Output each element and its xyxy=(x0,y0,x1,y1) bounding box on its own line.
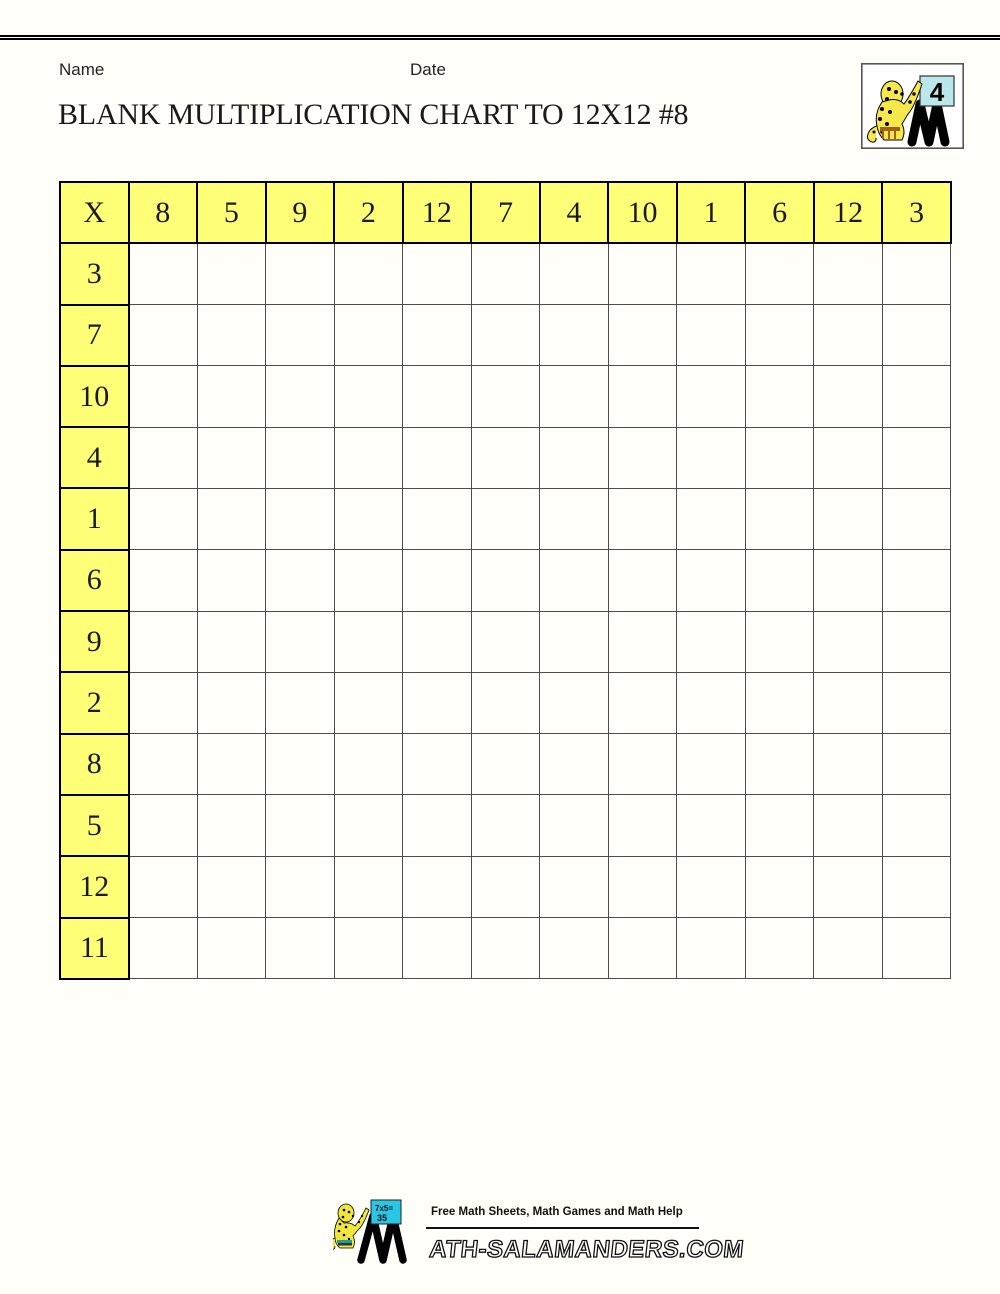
svg-text:4: 4 xyxy=(930,77,945,107)
svg-text:7x5=: 7x5= xyxy=(375,1204,393,1213)
svg-text:35: 35 xyxy=(377,1213,387,1223)
